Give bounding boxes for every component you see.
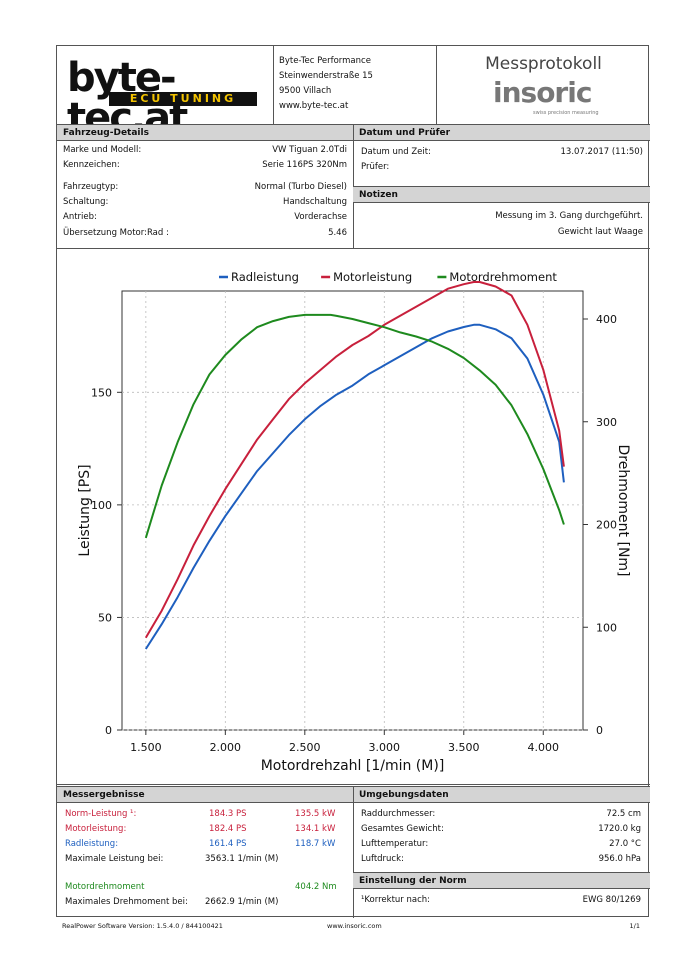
x-tick-label: 4.000 [528, 741, 560, 754]
legend-label: Radleistung [231, 270, 299, 284]
y-tick-label: 50 [98, 611, 112, 624]
inspector-label: Prüfer: [361, 162, 390, 172]
env-row: Lufttemperatur: 27.0 °C [361, 839, 641, 849]
y2-axis-label: Drehmoment [Nm] [615, 444, 631, 576]
motor-power-row: Motorleistung: 182.4 PS 134.1 kW [65, 824, 336, 834]
note-line: Gewicht laut Waage [557, 227, 643, 237]
x-axis-label: Motordrehzahl [1/min (M)] [261, 758, 445, 774]
x-tick-label: 1.500 [130, 741, 162, 754]
vehicle-row: Schaltung: Handschaltung [63, 197, 347, 207]
y2-tick-label: 300 [596, 416, 617, 429]
vehicle-details: Marke und Modell: VW Tiguan 2.0Tdi Kennze… [63, 144, 347, 242]
vehicle-row: Fahrzeugtyp: Normal (Turbo Diesel) [63, 182, 347, 192]
series-line-radleistung [144, 323, 565, 650]
norm-section-title: Einstellung der Norm [353, 872, 650, 889]
notes-section-title: Notizen [353, 186, 650, 203]
company-website: www.byte-tec.at [279, 101, 349, 111]
results-table: Norm-Leistung ¹: 184.3 PS 135.5 kW Motor… [65, 808, 345, 911]
env-row: Gesamtes Gewicht: 1720.0 kg [361, 824, 641, 834]
torque-row: Motordrehmoment 404.2 Nm [65, 882, 337, 892]
x-tick-label: 2.000 [210, 741, 242, 754]
series-line-motordrehmoment [144, 313, 565, 539]
x-tick-label: 3.500 [448, 741, 480, 754]
env-row: Raddurchmesser: 72.5 cm [361, 809, 641, 819]
env-row: Luftdruck: 956.0 hPa [361, 854, 641, 864]
company-city: 9500 Villach [279, 86, 332, 96]
y2-tick-label: 0 [596, 724, 603, 737]
datetime-row: Datum und Zeit: 13.07.2017 (11:50) [361, 146, 643, 161]
max-power-row: Maximale Leistung bei: 3563.1 1/min (M) [65, 854, 279, 864]
results-section-title: Messergebnisse [57, 786, 354, 803]
norm-power-row: Norm-Leistung ¹: 184.3 PS 135.5 kW [65, 809, 336, 819]
x-tick-label: 2.500 [289, 741, 321, 754]
y-tick-label: 150 [91, 386, 112, 399]
env-table: Raddurchmesser: 72.5 cm Gesamtes Gewicht:… [361, 808, 641, 868]
y2-tick-label: 100 [596, 621, 617, 634]
series-line-motorleistung [144, 281, 565, 639]
company-logo: byte-tec.at ECU TUNING [57, 46, 277, 138]
max-torque-row: Maximales Drehmoment bei: 2662.9 1/min (… [65, 897, 279, 907]
vehicle-section-title: Fahrzeug-Details [57, 124, 354, 141]
footer-website: www.insoric.com [327, 922, 382, 930]
y2-tick-label: 200 [596, 519, 617, 532]
company-address: Byte-Tec Performance Steinwenderstraße 1… [279, 54, 439, 114]
company-name: Byte-Tec Performance [279, 56, 371, 66]
vehicle-row: Übersetzung Motor:Rad :5.46 [63, 228, 347, 238]
y-axis-label: Leistung [PS] [77, 464, 93, 556]
note-line: Messung im 3. Gang durchgeführt. [495, 211, 643, 221]
norm-label: ¹Korrektur nach: [361, 895, 431, 905]
date-section-title: Datum und Prüfer [353, 124, 650, 141]
notes-text: Messung im 3. Gang durchgeführt. Gewicht… [361, 208, 643, 240]
x-tick-label: 3.000 [369, 741, 401, 754]
datetime-label: Datum und Zeit: [361, 147, 431, 157]
y2-tick-label: 400 [596, 313, 617, 326]
norm-row: ¹Korrektur nach: EWG 80/1269 [361, 894, 641, 906]
brand-tagline: swiss precision measuring [533, 110, 599, 116]
footer-page: 1/1 [629, 922, 640, 930]
datetime-value: 13.07.2017 (11:50) [560, 147, 644, 157]
y-tick-label: 0 [105, 724, 112, 737]
norm-value: EWG 80/1269 [582, 895, 641, 905]
vehicle-row: Marke und Modell: VW Tiguan 2.0Tdi [63, 145, 347, 155]
legend-label: Motordrehmoment [449, 270, 557, 284]
plot-frame [121, 290, 584, 731]
doc-title: Messprotokoll [485, 54, 602, 74]
company-street: Steinwenderstraße 15 [279, 71, 373, 81]
report-page: byte-tec.at ECU TUNING Byte-Tec Performa… [56, 45, 650, 918]
vehicle-row: Antrieb: Vorderachse [63, 212, 347, 222]
vehicle-row: Kennzeichen: Serie 116PS 320Nm [63, 160, 347, 170]
legend-label: Motorleistung [333, 270, 412, 284]
brand-name: insoric [493, 76, 592, 109]
wheel-power-row: Radleistung: 161.4 PS 118.7 kW [65, 839, 336, 849]
footer-version: RealPower Software Version: 1.5.4.0 / 84… [62, 922, 223, 930]
y-tick-label: 100 [91, 499, 112, 512]
insoric-logo: insoric swiss precision measuring [477, 76, 627, 120]
logo-subtitle: ECU TUNING [109, 92, 257, 106]
date-details: Datum und Zeit: 13.07.2017 (11:50) Prüfer… [361, 146, 643, 173]
env-section-title: Umgebungsdaten [353, 786, 650, 803]
